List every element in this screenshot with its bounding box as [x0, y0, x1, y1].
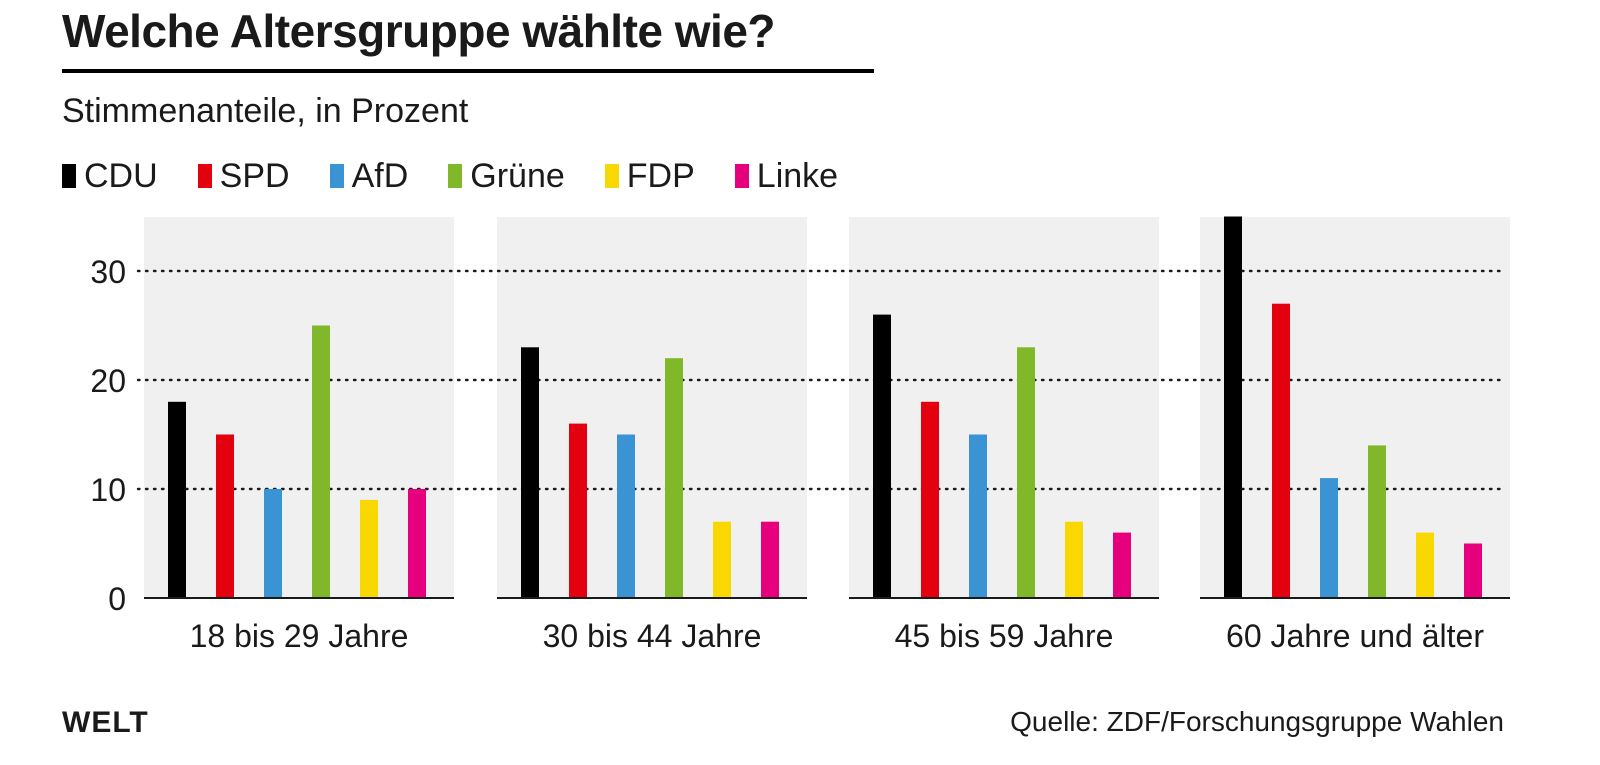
- panel-background: [1200, 217, 1510, 598]
- legend-item-afd: AfD: [329, 156, 409, 196]
- bar-gruene: [1368, 445, 1386, 598]
- legend-swatch-cdu: [62, 164, 76, 188]
- legend-item-gruene: Grüne: [448, 157, 565, 196]
- bar-afd: [969, 434, 987, 598]
- legend-swatch-fdp: [604, 164, 619, 188]
- bar-spd: [216, 434, 234, 598]
- bar-fdp: [713, 521, 731, 598]
- chart-subtitle: Stimmenanteile, in Prozent: [62, 92, 469, 130]
- bar-gruene: [312, 325, 330, 598]
- legend: CDU SPD AfD Grüne FDP Linke: [62, 156, 878, 196]
- bar-linke: [761, 521, 779, 598]
- bar-fdp: [1065, 521, 1083, 598]
- category-label: 18 bis 29 Jahre: [190, 618, 409, 654]
- legend-item-spd: SPD: [197, 156, 290, 196]
- legend-item-fdp: FDP: [604, 156, 695, 196]
- legend-swatch-linke: [734, 164, 749, 188]
- bar-linke: [1464, 543, 1482, 598]
- bar-linke: [1113, 532, 1131, 598]
- legend-label-cdu: CDU: [84, 156, 158, 195]
- welt-logo: WELT: [62, 706, 149, 739]
- bar-cdu: [1224, 216, 1242, 598]
- legend-label-spd: SPD: [219, 156, 290, 195]
- panel-background: [497, 217, 807, 598]
- legend-swatch-spd: [197, 164, 212, 188]
- legend-item-cdu: CDU: [62, 157, 158, 196]
- category-label: 60 Jahre und älter: [1226, 618, 1484, 654]
- bar-gruene: [1017, 347, 1035, 598]
- legend-label-fdp: FDP: [626, 156, 695, 195]
- y-tick-label: 20: [90, 363, 126, 399]
- y-tick-label: 10: [90, 472, 126, 508]
- y-tick-label: 30: [90, 254, 126, 290]
- bar-cdu: [168, 401, 186, 598]
- legend-swatch-afd: [329, 164, 344, 188]
- bar-spd: [921, 401, 939, 598]
- category-label: 30 bis 44 Jahre: [543, 618, 762, 654]
- y-tick-label: 0: [108, 581, 126, 617]
- panel-background: [849, 217, 1159, 598]
- bar-afd: [1320, 478, 1338, 598]
- bar-gruene: [665, 358, 683, 598]
- bar-cdu: [873, 314, 891, 598]
- bar-fdp: [1416, 532, 1434, 598]
- bar-linke: [408, 489, 426, 598]
- bar-spd: [1272, 303, 1290, 598]
- bar-spd: [569, 423, 587, 598]
- legend-label-linke: Linke: [756, 156, 839, 195]
- bar-afd: [264, 489, 282, 598]
- bar-afd: [617, 434, 635, 598]
- source-note: Quelle: ZDF/Forschungsgruppe Wahlen: [1010, 706, 1504, 737]
- panel-background: [144, 217, 454, 598]
- bar-fdp: [360, 499, 378, 598]
- title-underline: [62, 69, 874, 73]
- bar-cdu: [521, 347, 539, 598]
- legend-swatch-gruene: [448, 164, 463, 188]
- legend-label-gruene: Grüne: [470, 156, 565, 195]
- legend-item-linke: Linke: [734, 156, 839, 196]
- chart-title: Welche Altersgruppe wählte wie?: [62, 5, 776, 57]
- category-label: 45 bis 59 Jahre: [895, 618, 1114, 654]
- legend-label-afd: AfD: [351, 156, 409, 195]
